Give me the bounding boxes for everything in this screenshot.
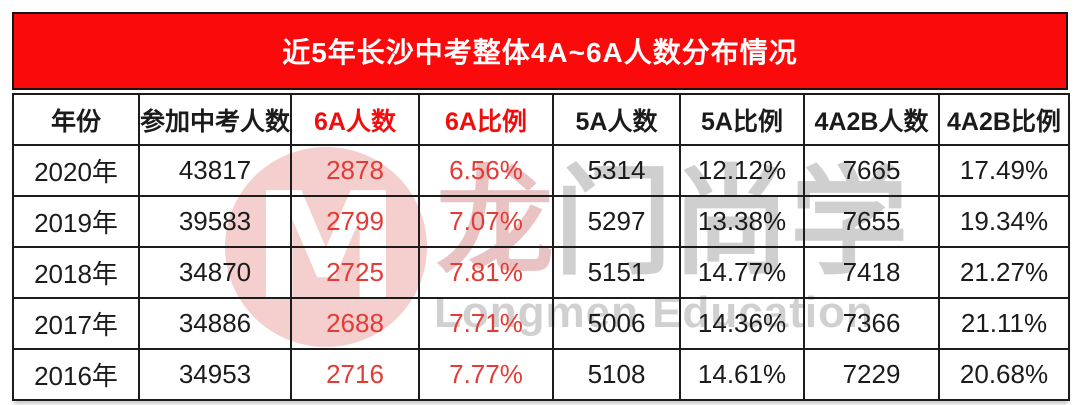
header-cell-6a-count: 6A人数 (290, 93, 420, 146)
year-cell: 2017年 (12, 297, 140, 350)
table-cell: 34886 (138, 297, 292, 350)
table-cell: 7.71% (418, 297, 554, 350)
table-cell: 7.07% (418, 195, 554, 248)
year-cell: 2018年 (12, 246, 140, 299)
table-cell: 7229 (803, 348, 940, 401)
table-row-2019: 2019年 39583 2799 7.07% 5297 13.38% 7655 … (12, 195, 1070, 248)
table-row-2018: 2018年 34870 2725 7.81% 5151 14.77% 7418 … (12, 246, 1070, 299)
header-cell-5a-count: 5A人数 (552, 93, 681, 146)
table-cell: 5006 (552, 297, 681, 350)
table-cell: 13.38% (679, 195, 805, 248)
header-cell-6a-ratio: 6A比例 (418, 93, 554, 146)
page-title: 近5年长沙中考整体4A~6A人数分布情况 (282, 37, 798, 68)
table-cell: 14.36% (679, 297, 805, 350)
table-cell: 21.27% (938, 246, 1070, 299)
header-cell-4a2b-ratio: 4A2B比例 (938, 93, 1070, 146)
table-row-2020: 2020年 43817 2878 6.56% 5314 12.12% 7665 … (12, 144, 1070, 197)
table-cell: 19.34% (938, 195, 1070, 248)
table-cell: 39583 (138, 195, 292, 248)
header-cell-year: 年份 (12, 93, 140, 146)
table-cell: 34870 (138, 246, 292, 299)
table-cell: 7655 (803, 195, 940, 248)
table-row-2016: 2016年 34953 2716 7.77% 5108 14.61% 7229 … (12, 348, 1070, 401)
table-cell: 2799 (290, 195, 420, 248)
table-cell: 34953 (138, 348, 292, 401)
table-cell: 43817 (138, 144, 292, 197)
table-cell: 5108 (552, 348, 681, 401)
table-cell: 2878 (290, 144, 420, 197)
table-cell: 12.12% (679, 144, 805, 197)
table-cell: 6.56% (418, 144, 554, 197)
table-row-2017: 2017年 34886 2688 7.71% 5006 14.36% 7366 … (12, 297, 1070, 350)
table-cell: 2725 (290, 246, 420, 299)
year-cell: 2019年 (12, 195, 140, 248)
title-banner: 近5年长沙中考整体4A~6A人数分布情况 (12, 12, 1068, 90)
table-cell: 2688 (290, 297, 420, 350)
table-cell: 2716 (290, 348, 420, 401)
table-cell: 5297 (552, 195, 681, 248)
header-cell-total-examinees: 参加中考人数 (138, 93, 292, 146)
table-cell: 5151 (552, 246, 681, 299)
table-cell: 5314 (552, 144, 681, 197)
table-cell: 7.77% (418, 348, 554, 401)
year-cell: 2020年 (12, 144, 140, 197)
exam-results-table: 年份 参加中考人数 6A人数 6A比例 5A人数 5A比例 4A2B人数 4A2… (12, 93, 1070, 401)
header-cell-4a2b-count: 4A2B人数 (803, 93, 940, 146)
table-cell: 20.68% (938, 348, 1070, 401)
table-cell: 14.61% (679, 348, 805, 401)
table-cell: 7.81% (418, 246, 554, 299)
table-cell: 7366 (803, 297, 940, 350)
table-cell: 17.49% (938, 144, 1070, 197)
header-cell-5a-ratio: 5A比例 (679, 93, 805, 146)
year-cell: 2016年 (12, 348, 140, 401)
table-cell: 7418 (803, 246, 940, 299)
table-cell: 21.11% (938, 297, 1070, 350)
table-header-row: 年份 参加中考人数 6A人数 6A比例 5A人数 5A比例 4A2B人数 4A2… (12, 93, 1070, 146)
table-cell: 7665 (803, 144, 940, 197)
table-cell: 14.77% (679, 246, 805, 299)
